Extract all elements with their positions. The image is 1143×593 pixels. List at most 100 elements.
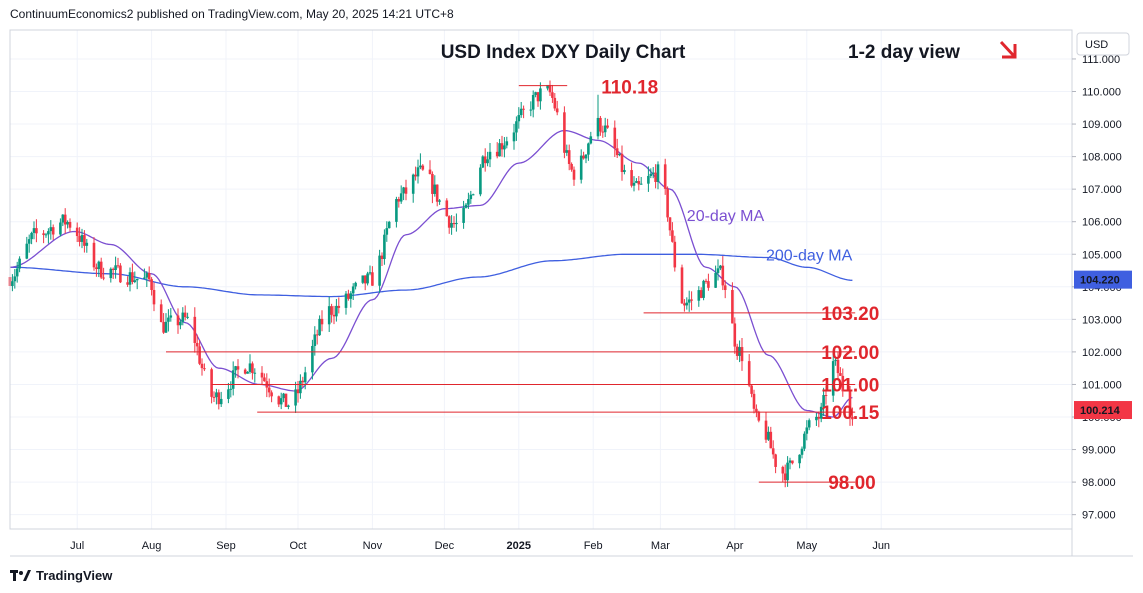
y-tick-label: 108.000 (1082, 152, 1122, 164)
view-label: 1-2 day view (848, 42, 960, 63)
candle-down (495, 151, 499, 157)
candle-down (771, 448, 775, 455)
candle-up (464, 204, 468, 208)
candle-down (51, 227, 55, 235)
x-tick-label: Mar (651, 540, 670, 552)
candle-up (411, 174, 415, 194)
candle-up (519, 108, 523, 116)
candle-down (35, 228, 38, 234)
candle-up (344, 293, 348, 308)
candle-down (613, 127, 617, 149)
candle-up (618, 153, 621, 156)
x-tick-label: Dec (435, 540, 455, 552)
y-tick-label: 102.000 (1082, 347, 1122, 359)
candle-up (366, 273, 369, 284)
candle-down (193, 316, 197, 343)
candle-down (740, 347, 744, 362)
candle-down (95, 267, 98, 270)
candle-down (284, 393, 288, 407)
candle-down (159, 304, 163, 323)
candle-down (212, 396, 216, 398)
candle-down (783, 473, 787, 481)
candle-down (683, 303, 686, 306)
candle-up (385, 228, 389, 235)
candle-up (419, 165, 422, 168)
ma200-line (10, 253, 853, 298)
candle-up (685, 302, 689, 306)
candle-down (572, 169, 576, 180)
level-label: 103.20 (821, 304, 879, 325)
time-axis[interactable]: Jul Aug Sep Oct Nov Dec 2025 Feb Mar Apr May Jun (70, 540, 890, 552)
candle-down (162, 322, 165, 333)
candle-up (416, 167, 420, 177)
candle-up (248, 363, 252, 372)
candle-down (599, 117, 602, 132)
x-tick-label: 2025 (507, 540, 531, 552)
candle-down (42, 233, 45, 235)
candle-up (231, 370, 235, 389)
candle-up (327, 306, 331, 325)
candle-up (169, 315, 173, 318)
candle-down (680, 267, 684, 304)
candle-up (462, 207, 465, 223)
candle-up (279, 398, 283, 405)
candle-down (769, 431, 773, 449)
candle-down (483, 156, 487, 164)
candle-down (536, 92, 540, 102)
candle-up (318, 318, 321, 336)
price-axis[interactable]: 97.00098.00099.000100.000101.000102.0001… (1072, 32, 1132, 522)
candle-up (282, 393, 285, 399)
candle-down (119, 265, 122, 283)
candle-up (589, 136, 593, 144)
candle-down (757, 411, 761, 421)
y-tick-label: 106.000 (1082, 217, 1122, 229)
candle-down (752, 393, 756, 409)
candle-down (428, 169, 432, 174)
candle-down (615, 148, 619, 156)
candle-up (313, 334, 317, 346)
candle-down (260, 372, 264, 378)
candle-up (128, 272, 132, 285)
candle-down (263, 377, 266, 382)
y-tick-label: 111.000 (1082, 54, 1120, 66)
candle-up (800, 448, 804, 455)
candle-up (716, 268, 720, 273)
candle-up (632, 182, 636, 186)
level-label: 102.00 (821, 343, 879, 364)
y-tick-label: 97.000 (1082, 510, 1116, 522)
candle-down (414, 174, 417, 177)
candle-up (438, 200, 441, 202)
x-tick-label: Sep (216, 540, 236, 552)
candle-up (714, 272, 717, 288)
candle-down (774, 454, 777, 467)
publisher-header: ContinuumEconomics2 published on Trading… (10, 7, 454, 21)
candle-down (296, 389, 300, 394)
candle-down (380, 255, 384, 260)
candle-down (551, 92, 554, 98)
candle-up (32, 228, 36, 233)
candle-down (567, 150, 571, 164)
tradingview-logo-icon[interactable] (10, 569, 32, 582)
candle-up (97, 261, 101, 270)
candle-down (301, 380, 305, 383)
candle-up (399, 193, 403, 202)
candle-down (668, 217, 672, 231)
candle-down (176, 315, 180, 326)
candle-up (11, 281, 14, 286)
candle-up (27, 239, 31, 244)
candle-up (565, 150, 569, 153)
x-tick-label: May (796, 540, 817, 552)
footer-brand[interactable]: TradingView (36, 568, 113, 583)
candle-down (764, 420, 768, 440)
candle-up (109, 268, 113, 279)
candle-up (395, 199, 398, 222)
candle-up (219, 398, 223, 405)
candle-up (807, 420, 811, 428)
chart-title: USD Index DXY Daily Chart (441, 42, 686, 63)
level-label: 100.15 (821, 403, 880, 424)
candle-up (579, 155, 583, 180)
candle-down (735, 346, 739, 356)
candle-down (320, 318, 324, 325)
candle-up (702, 280, 705, 298)
